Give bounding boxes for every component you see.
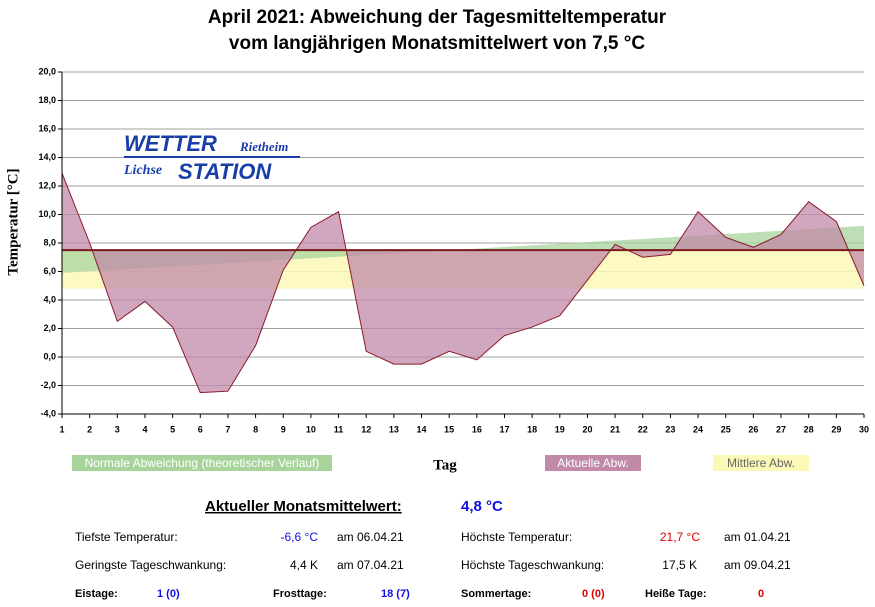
x-tick-label: 16 [472, 424, 482, 434]
x-tick-label: 19 [555, 424, 565, 434]
stat-date: am 09.04.21 [724, 558, 791, 572]
stat-date: am 01.04.21 [724, 530, 791, 544]
x-tick-label: 2 [87, 424, 92, 434]
x-tick-label: 22 [638, 424, 648, 434]
x-tick-label: 24 [693, 424, 703, 434]
x-tick-label: 4 [142, 424, 147, 434]
stat-value: -6,6 °C [281, 530, 319, 544]
logo-text: STATION [178, 159, 272, 184]
y-axis-label: Temperatur [°C] [5, 168, 21, 275]
y-tick-label: -2,0 [40, 380, 56, 390]
stat-date: am 07.04.21 [337, 558, 404, 572]
x-tick-label: 8 [253, 424, 258, 434]
x-tick-label: 13 [389, 424, 399, 434]
stat-value: 21,7 °C [660, 530, 700, 544]
y-tick-label: 20,0 [38, 66, 56, 76]
stat-label: Eistage: [75, 588, 118, 600]
x-tick-label: 26 [748, 424, 758, 434]
stat-value: 4,4 K [290, 558, 318, 572]
legend-swatch [72, 455, 332, 471]
stat-label: Höchste Temperatur: [461, 530, 572, 544]
legend-label: Normale Abweichung (theoretischer Verlau… [85, 456, 320, 470]
stat-date: am 06.04.21 [337, 530, 404, 544]
x-tick-label: 12 [361, 424, 371, 434]
x-tick-label: 18 [527, 424, 537, 434]
x-tick-label: 27 [776, 424, 786, 434]
chart-title: April 2021: Abweichung der Tagesmittelte… [208, 7, 667, 28]
legend-swatch [545, 455, 641, 471]
y-tick-label: 16,0 [38, 123, 56, 133]
stat-label: Geringste Tageschwankung: [75, 558, 226, 572]
x-tick-label: 9 [281, 424, 286, 434]
x-tick-label: 3 [115, 424, 120, 434]
x-tick-label: 7 [225, 424, 230, 434]
y-tick-label: 18,0 [38, 95, 56, 105]
x-tick-label: 20 [582, 424, 592, 434]
x-tick-label: 10 [306, 424, 316, 434]
stat-label: Heiße Tage: [645, 588, 707, 600]
logo: WETTER Rietheim Lichse STATION [123, 131, 300, 184]
x-tick-label: 14 [417, 424, 427, 434]
deviation-area [62, 173, 864, 393]
deviation-line [61, 172, 865, 394]
stats: Aktueller Monatsmittelwert: 4,8 °C Tiefs… [75, 498, 791, 600]
y-tick-label: 14,0 [38, 152, 56, 162]
x-tick-label: 6 [198, 424, 203, 434]
stat-label: Frosttage: [273, 588, 327, 600]
x-axis-label: Tag [433, 457, 457, 473]
x-tick-label: 23 [665, 424, 675, 434]
y-tick-label: -4,0 [40, 408, 56, 418]
y-tick-label: 8,0 [43, 237, 56, 247]
y-tick-label: 2,0 [43, 323, 56, 333]
x-tick-label: 17 [499, 424, 509, 434]
stat-value: 18 (7) [381, 588, 410, 600]
x-tick-label: 29 [831, 424, 841, 434]
x-tick-label: 30 [859, 424, 869, 434]
stat-label: Höchste Tageschwankung: [461, 558, 604, 572]
stat-label: Sommertage: [461, 588, 531, 600]
x-tick-label: 1 [59, 424, 64, 434]
legend-label: Mittlere Abw. [727, 456, 795, 470]
x-tick-label: 25 [721, 424, 731, 434]
stats-value: 4,8 °C [461, 498, 503, 515]
x-tick-label: 28 [804, 424, 814, 434]
y-tick-label: 10,0 [38, 209, 56, 219]
y-tick-label: 6,0 [43, 266, 56, 276]
stat-value: 0 (0) [582, 588, 605, 600]
plot: -4,0 -2,0 0,0 2,0 4,0 6,0 8,0 10,0 12,0 14,0 16,0 1… [38, 66, 869, 434]
logo-text: WETTER [124, 131, 217, 156]
chart-title: vom langjährigen Monatsmittelwert von 7,… [229, 33, 645, 54]
y-tick-label: 4,0 [43, 294, 56, 304]
stat-value: 0 [758, 588, 764, 600]
logo-text: Lichse [123, 163, 162, 178]
legend-swatch [713, 455, 809, 471]
stat-value: 17,5 K [662, 558, 697, 572]
stat-label: Tiefste Temperatur: [75, 530, 178, 544]
x-tick-label: 11 [334, 424, 344, 434]
x-tick-label: 15 [444, 424, 454, 434]
stat-value: 1 (0) [157, 588, 180, 600]
x-tick-label: 21 [610, 424, 620, 434]
y-tick-label: 12,0 [38, 180, 56, 190]
logo-text: Rietheim [239, 139, 288, 154]
stats-heading: Aktueller Monatsmittelwert: [205, 498, 402, 515]
y-tick-label: 0,0 [43, 351, 56, 361]
legend-label: Aktuelle Abw. [557, 456, 628, 470]
x-tick-label: 5 [170, 424, 175, 434]
